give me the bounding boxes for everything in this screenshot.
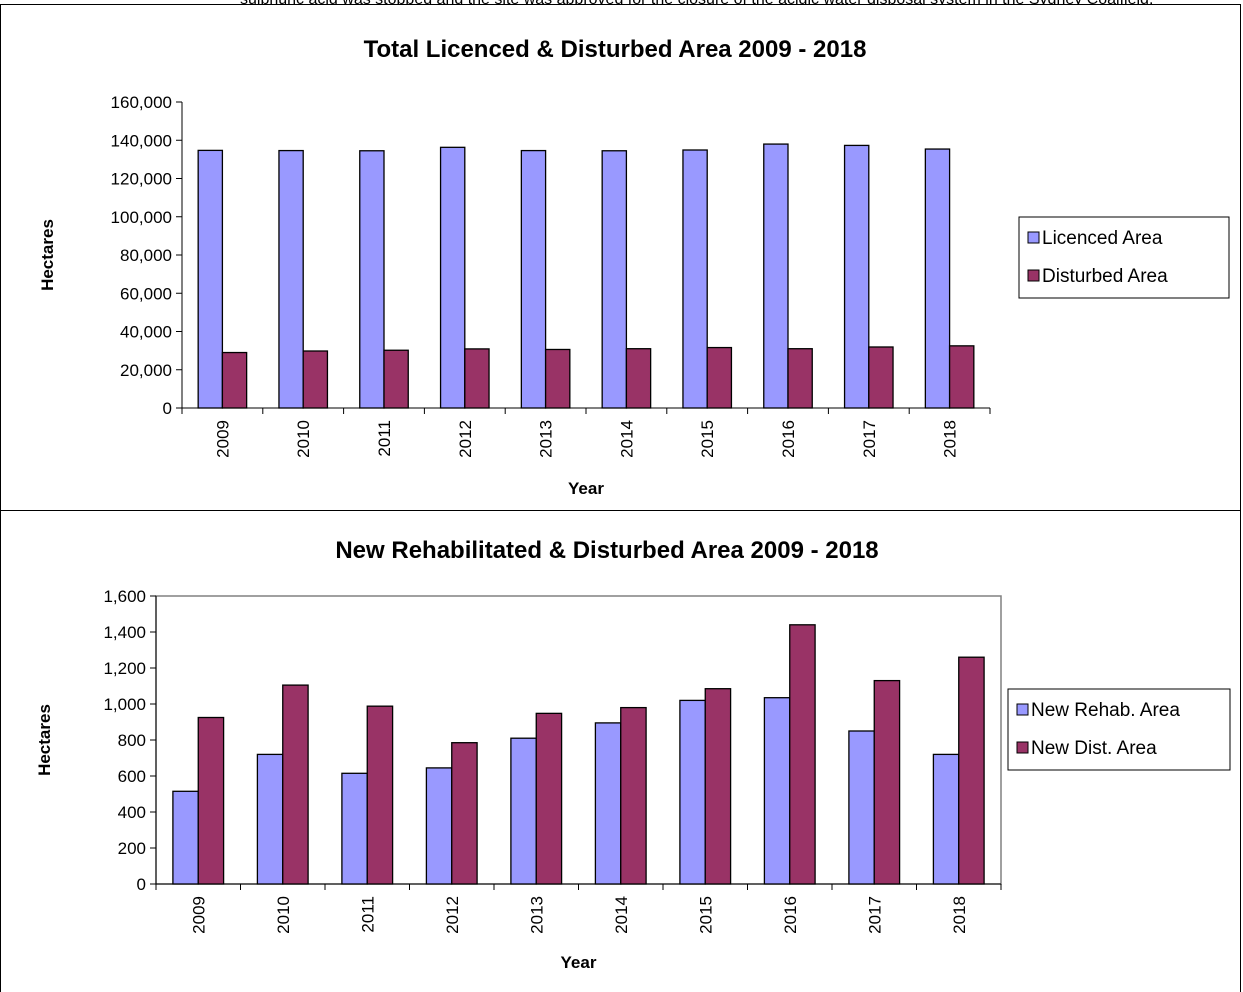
x-tick-label: 2013 [537, 420, 556, 458]
bar-new-rehab-area-2014 [594, 722, 622, 885]
bar-licenced-area-2015 [682, 149, 708, 409]
x-tick-label: 2018 [950, 896, 969, 934]
x-tick-label: 2012 [443, 896, 462, 934]
bar-new-dist-area-2012 [451, 742, 478, 885]
y-tick-label: 800 [118, 731, 146, 750]
bar-new-rehab-area-2017 [848, 730, 875, 885]
legend-label: Licenced Area [1042, 228, 1163, 249]
x-tick-label: 2009 [213, 420, 232, 458]
chart-rehab-disturbed: New Rehabilitated & Disturbed Area 2009 … [35, 537, 1231, 972]
y-axis-label: Hectares [38, 219, 57, 291]
legend-label: Disturbed Area [1042, 266, 1168, 287]
bar-licenced-area-2011 [359, 150, 385, 409]
bar-new-rehab-area-2013 [510, 737, 537, 885]
y-tick-label: 120,000 [111, 170, 172, 189]
y-tick-label: 0 [163, 399, 172, 418]
x-tick-label: 2009 [189, 896, 208, 934]
x-axis-label: Year [561, 953, 597, 972]
bar-disturbed-area-2014 [625, 348, 652, 409]
bar-disturbed-area-2017 [868, 346, 894, 409]
x-tick-label: 2010 [274, 896, 293, 934]
y-axis-label: Hectares [35, 704, 54, 776]
bar-disturbed-area-2011 [383, 349, 409, 409]
bar-new-rehab-area-2015 [679, 699, 706, 885]
x-tick-label: 2014 [617, 420, 636, 458]
bar-licenced-area-2009 [197, 149, 224, 409]
x-tick-label: 2010 [294, 420, 313, 458]
x-tick-label: 2015 [696, 896, 715, 934]
bar-licenced-area-2018 [924, 148, 951, 409]
bar-new-rehab-area-2012 [425, 767, 453, 885]
legend-box [1007, 688, 1231, 771]
x-tick-label: 2011 [375, 420, 394, 457]
chart-panel-licenced-disturbed: Total Licenced & Disturbed Area 2009 - 2… [0, 4, 1241, 511]
bar-new-dist-area-2010 [282, 684, 309, 885]
bar-licenced-area-2014 [601, 150, 628, 409]
bar-new-dist-area-2017 [873, 679, 901, 885]
x-tick-label: 2017 [860, 420, 879, 458]
legend-swatch [1027, 269, 1040, 282]
bar-licenced-area-2010 [278, 149, 304, 409]
bar-new-rehab-area-2010 [256, 753, 284, 885]
chart-licenced-disturbed: Total Licenced & Disturbed Area 2009 - 2… [38, 36, 1230, 498]
bar-new-dist-area-2018 [958, 656, 985, 885]
bar-new-dist-area-2011 [366, 705, 394, 885]
y-tick-label: 1,600 [103, 587, 146, 606]
bar-new-rehab-area-2018 [932, 753, 960, 885]
chart-title: New Rehabilitated & Disturbed Area 2009 … [335, 537, 878, 564]
legend-swatch [1016, 741, 1029, 754]
x-tick-label: 2015 [698, 420, 717, 458]
bar-new-rehab-area-2009 [172, 790, 199, 885]
bar-disturbed-area-2010 [302, 350, 329, 409]
y-tick-label: 40,000 [120, 323, 172, 342]
y-tick-label: 100,000 [111, 208, 172, 227]
bar-disturbed-area-2018 [948, 345, 975, 409]
y-tick-label: 1,000 [103, 695, 146, 714]
legend-label: New Dist. Area [1031, 738, 1157, 759]
bar-new-dist-area-2016 [789, 624, 816, 885]
x-tick-label: 2012 [456, 420, 475, 458]
y-tick-label: 400 [118, 803, 146, 822]
bar-new-rehab-area-2016 [763, 697, 791, 885]
bar-new-rehab-area-2011 [341, 772, 368, 885]
y-tick-label: 20,000 [120, 361, 172, 380]
y-tick-label: 1,400 [103, 623, 146, 642]
bar-licenced-area-2012 [439, 146, 466, 409]
bar-new-dist-area-2015 [704, 688, 732, 885]
bar-new-dist-area-2009 [197, 716, 225, 885]
y-tick-label: 0 [137, 875, 146, 894]
bar-disturbed-area-2009 [221, 351, 248, 409]
legend-swatch [1027, 231, 1040, 244]
x-tick-label: 2016 [779, 420, 798, 458]
x-tick-label: 2013 [527, 896, 546, 934]
bar-disturbed-area-2012 [464, 348, 490, 409]
bar-licenced-area-2016 [763, 143, 789, 409]
y-tick-label: 60,000 [120, 284, 172, 303]
x-tick-label: 2011 [358, 896, 377, 933]
y-tick-label: 600 [118, 767, 146, 786]
bar-licenced-area-2013 [520, 149, 547, 409]
legend-label: New Rehab. Area [1031, 700, 1180, 721]
x-tick-label: 2016 [781, 896, 800, 934]
legend-swatch [1016, 703, 1029, 716]
y-tick-label: 1,200 [103, 659, 146, 678]
bar-new-dist-area-2014 [620, 706, 647, 885]
chart-title: Total Licenced & Disturbed Area 2009 - 2… [364, 36, 867, 63]
y-tick-label: 160,000 [111, 93, 172, 112]
chart-panel-rehab-disturbed: New Rehabilitated & Disturbed Area 2009 … [0, 510, 1241, 992]
bar-disturbed-area-2015 [706, 346, 733, 409]
x-tick-label: 2017 [865, 896, 884, 934]
legend-box [1018, 216, 1230, 299]
bar-new-dist-area-2013 [535, 712, 563, 885]
x-axis-label: Year [568, 479, 604, 498]
y-tick-label: 200 [118, 839, 146, 858]
bar-disturbed-area-2013 [544, 348, 571, 409]
x-tick-label: 2018 [941, 420, 960, 458]
y-tick-label: 140,000 [111, 131, 172, 150]
bar-disturbed-area-2016 [787, 348, 813, 409]
y-tick-label: 80,000 [120, 246, 172, 265]
x-tick-label: 2014 [612, 896, 631, 934]
bar-licenced-area-2017 [843, 144, 870, 409]
